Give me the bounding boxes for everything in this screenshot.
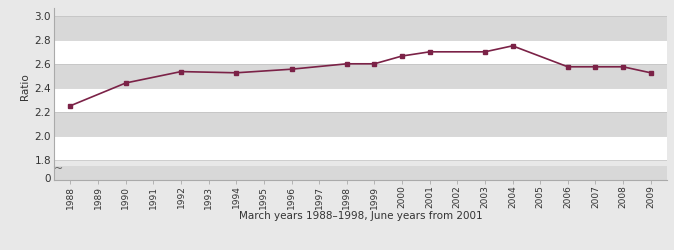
Bar: [54, 88, 667, 112]
Text: ~: ~: [53, 164, 63, 174]
Bar: [54, 136, 667, 160]
Bar: [54, 16, 667, 40]
Bar: [54, 112, 667, 136]
Y-axis label: Ratio: Ratio: [20, 73, 30, 100]
Bar: [54, 64, 667, 88]
Bar: [54, 40, 667, 64]
X-axis label: March years 1988–1998, June years from 2001: March years 1988–1998, June years from 2…: [239, 211, 483, 221]
Bar: [54, 166, 667, 180]
